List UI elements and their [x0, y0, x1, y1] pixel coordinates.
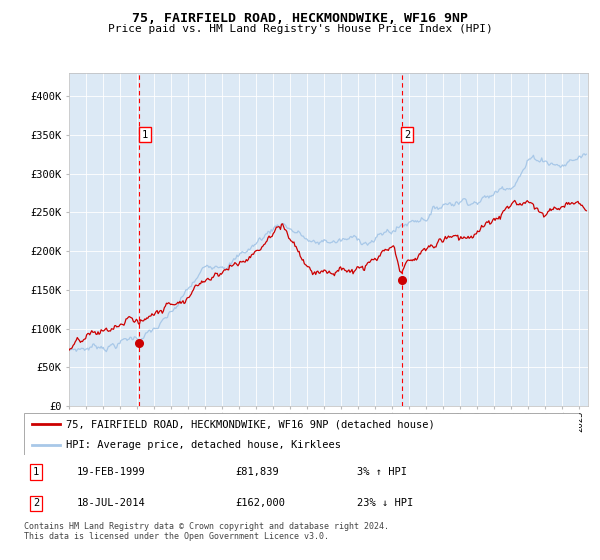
Text: 1: 1: [33, 467, 40, 477]
Text: 19-FEB-1999: 19-FEB-1999: [77, 467, 145, 477]
Text: 1: 1: [142, 130, 148, 140]
Text: 2: 2: [404, 130, 410, 140]
Text: 75, FAIRFIELD ROAD, HECKMONDWIKE, WF16 9NP (detached house): 75, FAIRFIELD ROAD, HECKMONDWIKE, WF16 9…: [65, 419, 434, 430]
Text: Price paid vs. HM Land Registry's House Price Index (HPI): Price paid vs. HM Land Registry's House …: [107, 24, 493, 34]
Text: £162,000: £162,000: [235, 498, 285, 508]
Text: 75, FAIRFIELD ROAD, HECKMONDWIKE, WF16 9NP: 75, FAIRFIELD ROAD, HECKMONDWIKE, WF16 9…: [132, 12, 468, 25]
Text: 23% ↓ HPI: 23% ↓ HPI: [357, 498, 413, 508]
Text: 3% ↑ HPI: 3% ↑ HPI: [357, 467, 407, 477]
Text: 2: 2: [33, 498, 40, 508]
Text: HPI: Average price, detached house, Kirklees: HPI: Average price, detached house, Kirk…: [65, 440, 341, 450]
Text: 18-JUL-2014: 18-JUL-2014: [77, 498, 145, 508]
Text: £81,839: £81,839: [235, 467, 278, 477]
Text: Contains HM Land Registry data © Crown copyright and database right 2024.
This d: Contains HM Land Registry data © Crown c…: [24, 522, 389, 542]
